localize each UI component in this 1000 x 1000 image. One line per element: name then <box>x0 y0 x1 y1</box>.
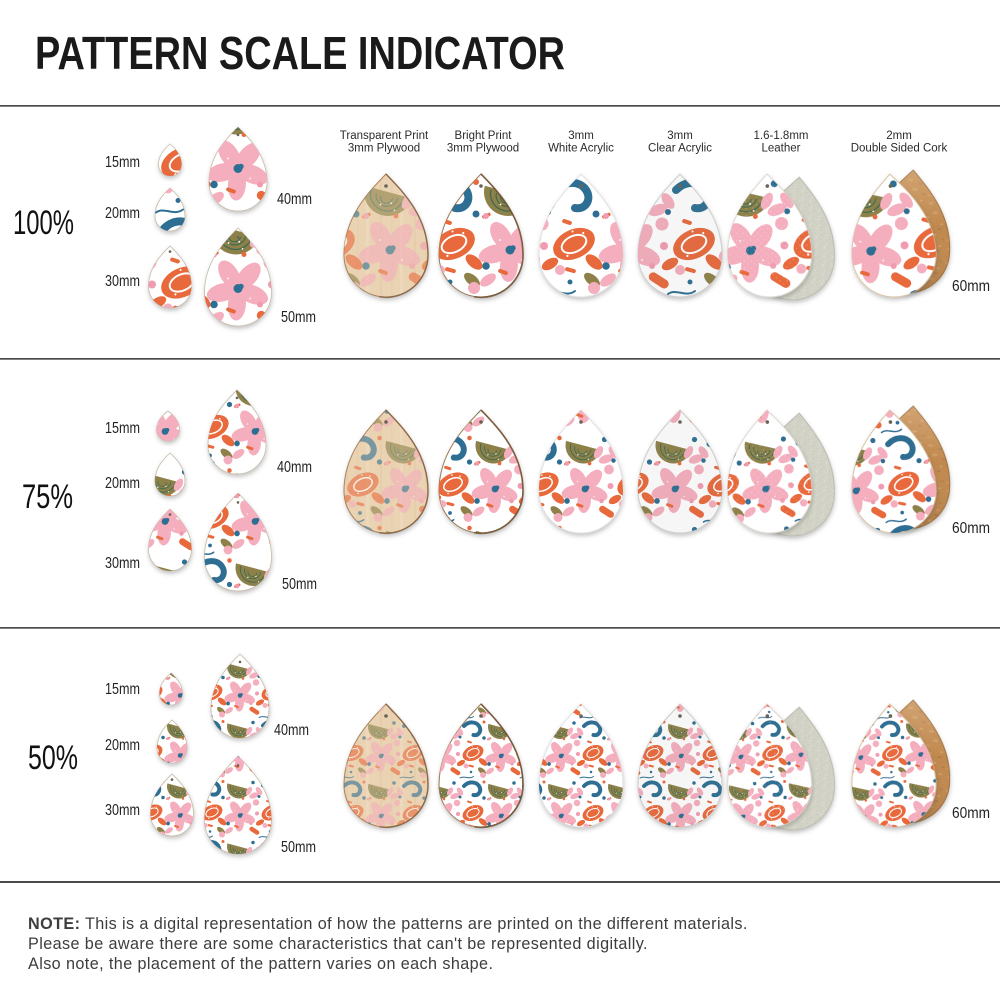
svg-text:60mm: 60mm <box>952 278 990 295</box>
svg-text:3mm: 3mm <box>568 130 594 142</box>
svg-text:50%: 50% <box>28 739 78 777</box>
svg-text:Double Sided Cork: Double Sided Cork <box>851 143 948 155</box>
svg-text:2mm: 2mm <box>886 130 912 142</box>
svg-text:White Acrylic: White Acrylic <box>548 143 614 155</box>
svg-text:Bright Print: Bright Print <box>455 130 513 142</box>
svg-text:3mm Plywood: 3mm Plywood <box>348 143 420 155</box>
svg-text:60mm: 60mm <box>952 805 990 822</box>
svg-text:50mm: 50mm <box>282 576 317 593</box>
svg-text:Leather: Leather <box>761 143 800 155</box>
svg-text:40mm: 40mm <box>274 722 309 739</box>
svg-text:15mm: 15mm <box>105 154 140 171</box>
svg-text:40mm: 40mm <box>277 459 312 476</box>
svg-text:NOTE: This is a digital repres: NOTE: This is a digital representation o… <box>28 915 748 933</box>
svg-text:20mm: 20mm <box>105 737 140 754</box>
svg-text:Also note, the placement of th: Also note, the placement of the pattern … <box>28 955 493 973</box>
svg-text:50mm: 50mm <box>281 309 316 326</box>
svg-text:50mm: 50mm <box>281 839 316 856</box>
svg-text:Please be aware there are some: Please be aware there are some character… <box>28 935 648 953</box>
svg-text:PATTERN SCALE INDICATOR: PATTERN SCALE INDICATOR <box>35 27 565 79</box>
svg-text:30mm: 30mm <box>105 273 140 290</box>
svg-text:100%: 100% <box>13 204 74 242</box>
svg-text:3mm: 3mm <box>667 130 693 142</box>
svg-text:15mm: 15mm <box>105 681 140 698</box>
svg-text:Transparent Print: Transparent Print <box>340 130 429 142</box>
svg-text:20mm: 20mm <box>105 205 140 222</box>
svg-text:3mm Plywood: 3mm Plywood <box>447 143 519 155</box>
svg-text:30mm: 30mm <box>105 802 140 819</box>
svg-text:20mm: 20mm <box>105 475 140 492</box>
svg-text:15mm: 15mm <box>105 420 140 437</box>
svg-text:60mm: 60mm <box>952 520 990 537</box>
svg-text:40mm: 40mm <box>277 191 312 208</box>
svg-text:75%: 75% <box>22 478 73 516</box>
svg-text:Clear Acrylic: Clear Acrylic <box>648 143 712 155</box>
svg-text:1.6-1.8mm: 1.6-1.8mm <box>754 130 809 142</box>
svg-text:30mm: 30mm <box>105 555 140 572</box>
